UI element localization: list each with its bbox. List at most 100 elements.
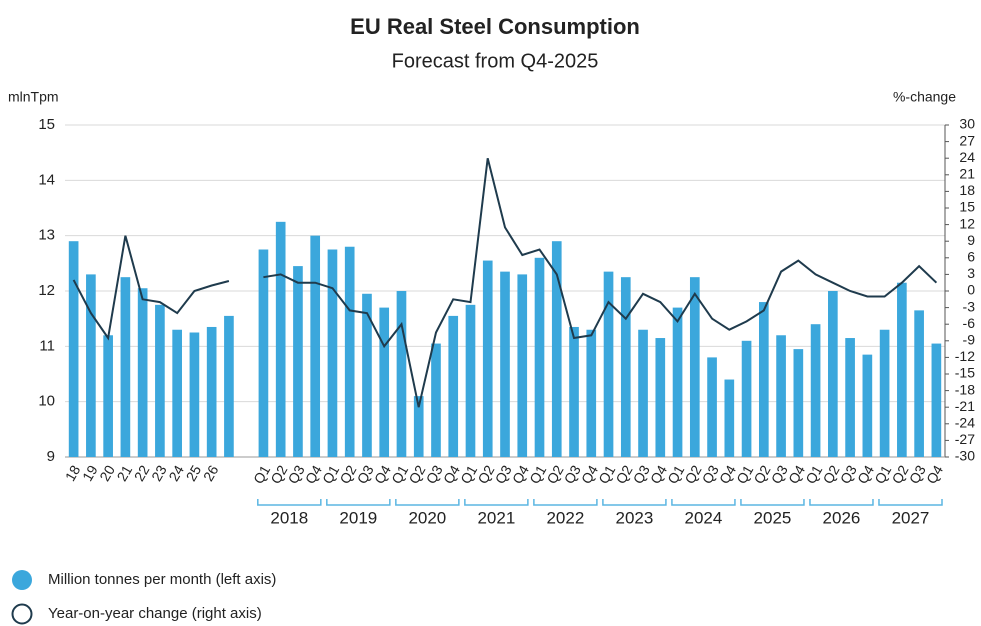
bar [413,396,424,457]
bar [275,221,286,457]
bar [655,338,666,457]
y2-tick-label: -27 [955,431,975,447]
y2-tick-label: -3 [963,298,976,314]
bar [586,329,597,457]
year-label: 2023 [615,508,653,527]
bar [500,271,510,457]
bar [758,302,769,457]
legend-label: Year-on-year change (right axis) [48,605,262,622]
bar [362,293,372,457]
x-tick-label: 25 [183,462,205,484]
bar [344,246,355,457]
legend-marker [11,603,33,625]
bar [862,354,873,457]
bar [396,291,407,457]
bar [828,291,838,457]
y-tick-label: 10 [38,393,55,410]
bar [120,277,131,457]
y2-tick-label: -21 [955,398,975,414]
bar [741,340,752,457]
chart-title: EU Real Steel Consumption [350,14,640,39]
y-tick-label: 14 [38,171,55,188]
bar [793,349,804,457]
y2-tick-label: -30 [955,448,975,464]
year-label: 2019 [339,508,377,527]
x-tick-label: Q4 [923,462,946,486]
bar [379,307,390,457]
x-tick-label: 20 [96,462,118,484]
year-bracket [257,499,322,506]
y-axis-label: mlnTpm [8,89,59,105]
bar [707,357,717,457]
bar [689,277,700,457]
year-label: 2020 [408,508,446,527]
year-bracket [464,499,529,506]
bar [310,235,321,457]
year-bracket [740,499,805,506]
year-bracket [326,499,391,506]
x-tick-label: 26 [200,462,222,484]
y2-tick-label: 0 [967,282,975,298]
x-tick-label: 23 [148,462,170,484]
bar [327,249,338,457]
bar [293,266,303,457]
bar [845,338,855,457]
year-bracket [671,499,736,506]
bar [724,379,735,457]
y2-tick-label: 6 [967,249,975,265]
bar [448,315,459,457]
year-label: 2027 [892,508,930,527]
bar [534,257,545,457]
y-tick-label: 9 [47,448,55,465]
y2-tick-label: 12 [959,215,975,231]
bar [551,241,562,457]
y2-tick-label: -15 [955,365,975,381]
bar [603,271,614,457]
y-tick-label: 15 [38,116,55,133]
year-bracket [809,499,874,506]
bar [931,343,942,457]
bar [68,241,79,457]
y-tick-label: 11 [39,337,55,354]
year-bracket [602,499,667,506]
y2-tick-label: 9 [967,232,975,248]
y2-tick-label: 3 [967,265,975,281]
year-label: 2025 [754,508,792,527]
year-label: 2026 [823,508,861,527]
year-label: 2018 [270,508,308,527]
x-tick-label: 22 [131,462,153,484]
y2-tick-label: 27 [959,132,975,148]
bar [189,332,200,457]
bar [86,274,96,457]
y2-tick-label: -12 [955,348,975,364]
bar [155,304,165,457]
x-tick-label: 19 [79,462,101,484]
bar [672,307,683,457]
year-bracket [878,499,943,506]
x-tick-label: 24 [165,462,187,484]
y2-tick-label: 24 [959,149,975,165]
bar [517,274,528,457]
bar [776,335,786,457]
y2-tick-label: 30 [959,116,975,132]
bar [914,310,924,457]
bar [206,326,217,457]
bar [638,329,648,457]
y2-tick-label: -9 [963,332,976,348]
x-tick-label: 18 [62,462,84,484]
y2-axis-label: %-change [893,89,956,105]
line [72,157,938,408]
legend-label: Million tonnes per month (left axis) [48,571,276,588]
y2-tick-label: 15 [959,199,975,215]
y-tick-label: 12 [38,282,55,299]
year-bracket [395,499,460,506]
bar [482,260,493,457]
x-tick-label: 21 [114,462,136,484]
bar [465,304,476,457]
bar [172,329,182,457]
y2-tick-label: -24 [955,415,975,431]
bar [103,335,113,457]
legend-marker [12,570,32,590]
y2-tick-label: 21 [959,166,975,182]
bar [569,326,579,457]
